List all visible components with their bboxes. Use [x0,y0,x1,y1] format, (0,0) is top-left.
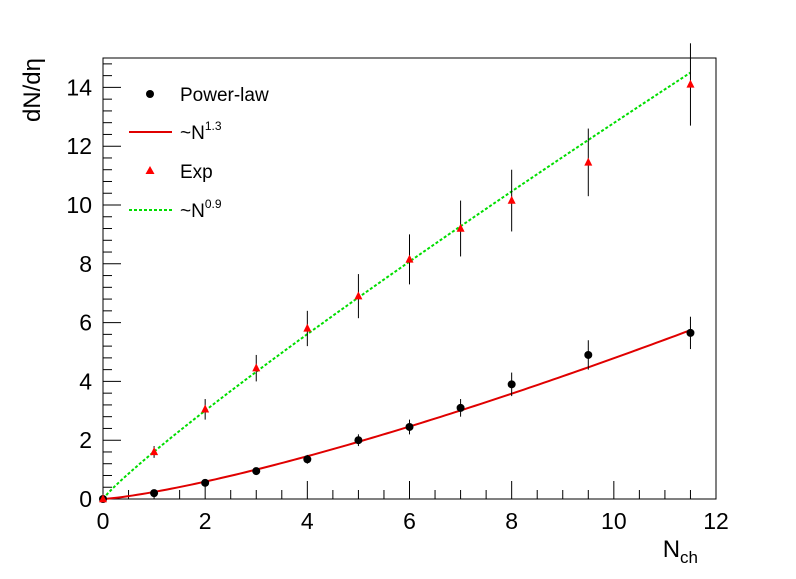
y-tick-label: 0 [79,486,92,512]
data-point [201,404,210,413]
data-point [405,422,414,431]
fit-curve [102,71,692,500]
fit-curve [102,329,691,500]
fit-curves [102,71,692,500]
legend-label: ~N0.9 [180,197,222,222]
y-tick-label: 6 [79,310,92,336]
y-tick-label: 4 [79,368,92,394]
y-tick-label: 14 [66,74,92,100]
x-tick-label: 10 [601,508,627,534]
legend-label: ~N1.3 [180,119,222,144]
data-points [99,43,695,503]
y-tick-label: 2 [79,427,92,453]
y-axis-ticks: 0 2 4 6 8 10 12 14 [66,63,121,512]
data-point [507,195,516,204]
y-tick-label: 8 [79,251,92,277]
data-point [584,157,593,166]
legend-label: Exp [180,162,213,183]
x-tick-label: 8 [505,508,518,534]
x-tick-label: 6 [403,508,416,534]
x-tick-label: 4 [301,508,314,534]
data-point [405,254,414,263]
x-tick-label: 0 [97,508,110,534]
y-tick-label: 12 [66,133,92,159]
data-point [354,436,363,445]
x-tick-label: 2 [199,508,212,534]
legend-marker [145,166,155,174]
y-tick-label: 10 [66,192,92,218]
legend: Power-law ~N1.3 Exp ~N0.9 [129,85,269,222]
data-point [303,455,312,464]
data-point [686,79,695,88]
x-axis-label-subscript: ch [680,548,698,567]
data-point [584,350,593,359]
data-point [303,323,312,332]
y-axis-label: dN/dη [19,58,46,122]
legend-label: Power-law [180,85,269,106]
legend-marker [146,90,154,98]
x-axis-label: Nch [663,536,698,567]
x-tick-label: 12 [703,508,729,534]
data-point [507,380,516,389]
data-point [354,291,363,300]
data-point [252,467,261,476]
data-point [456,223,465,232]
data-point [99,494,107,503]
data-point [686,328,695,337]
data-point [252,363,261,372]
data-point [150,489,159,498]
data-point [150,447,159,456]
data-point [456,403,465,412]
data-point [201,478,210,487]
x-axis-ticks: 0 2 4 6 8 10 12 [97,481,729,534]
